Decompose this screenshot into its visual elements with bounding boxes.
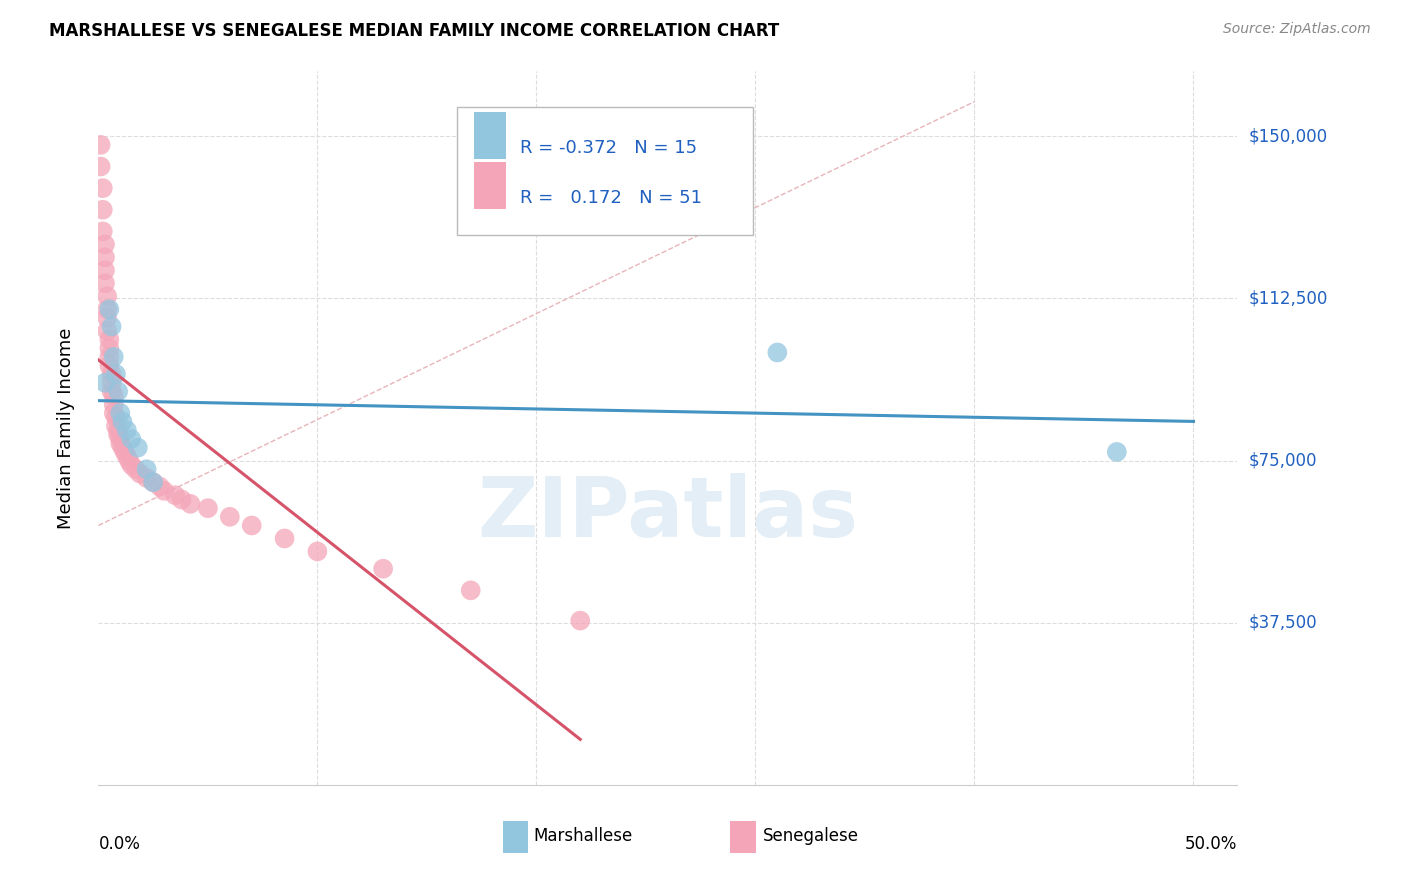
Point — [90, 137, 112, 152]
Y-axis label: Median Family Income: Median Family Income — [56, 327, 75, 529]
Point — [98, 302, 121, 317]
FancyBboxPatch shape — [474, 162, 506, 209]
Point — [107, 423, 129, 437]
Point — [114, 445, 136, 459]
Text: R =   0.172   N = 51: R = 0.172 N = 51 — [520, 189, 702, 207]
Point — [98, 350, 121, 364]
Point — [124, 462, 146, 476]
Point — [120, 458, 142, 472]
Point — [149, 479, 172, 493]
Point — [104, 367, 127, 381]
Point — [240, 518, 263, 533]
FancyBboxPatch shape — [457, 107, 754, 235]
Point — [129, 467, 152, 481]
Text: 0.0%: 0.0% — [98, 835, 141, 853]
Point — [110, 432, 132, 446]
Point — [91, 224, 114, 238]
Point — [111, 441, 134, 455]
Text: 50.0%: 50.0% — [1185, 835, 1237, 853]
Text: $150,000: $150,000 — [1249, 128, 1327, 145]
Text: Marshallese: Marshallese — [533, 828, 633, 846]
Point — [91, 202, 114, 217]
Point — [110, 436, 132, 450]
Point — [94, 376, 117, 390]
Text: $75,000: $75,000 — [1249, 451, 1317, 469]
Point — [104, 419, 127, 434]
Text: $112,500: $112,500 — [1249, 289, 1327, 308]
Point — [766, 345, 789, 359]
Point — [100, 384, 122, 399]
Point — [142, 475, 165, 490]
Point — [96, 310, 118, 325]
Point — [179, 497, 201, 511]
Point — [103, 406, 125, 420]
Point — [110, 406, 132, 420]
Text: ZIPatlas: ZIPatlas — [478, 474, 858, 554]
Point — [107, 384, 129, 399]
FancyBboxPatch shape — [474, 112, 506, 159]
Point — [94, 277, 117, 291]
Point — [120, 432, 142, 446]
Point — [94, 263, 117, 277]
Point — [569, 614, 592, 628]
Point — [96, 302, 118, 317]
Point — [371, 562, 394, 576]
Point — [197, 501, 219, 516]
Text: Source: ZipAtlas.com: Source: ZipAtlas.com — [1223, 22, 1371, 37]
Point — [1105, 445, 1128, 459]
Point — [165, 488, 187, 502]
Point — [135, 471, 157, 485]
Point — [273, 532, 295, 546]
Point — [307, 544, 329, 558]
Point — [91, 181, 114, 195]
Point — [90, 160, 112, 174]
Point — [127, 441, 149, 455]
Point — [142, 475, 165, 490]
Point — [115, 450, 138, 464]
Point — [98, 333, 121, 347]
Point — [135, 462, 157, 476]
Point — [218, 509, 240, 524]
Point — [100, 319, 122, 334]
Text: MARSHALLESE VS SENEGALESE MEDIAN FAMILY INCOME CORRELATION CHART: MARSHALLESE VS SENEGALESE MEDIAN FAMILY … — [49, 22, 779, 40]
Text: $37,500: $37,500 — [1249, 614, 1317, 632]
Point — [153, 483, 176, 498]
Point — [115, 423, 138, 437]
Point — [96, 289, 118, 303]
Point — [96, 324, 118, 338]
Point — [100, 367, 122, 381]
Point — [460, 583, 482, 598]
Point — [94, 237, 117, 252]
Text: R = -0.372   N = 15: R = -0.372 N = 15 — [520, 139, 697, 157]
FancyBboxPatch shape — [503, 821, 527, 853]
Point — [107, 427, 129, 442]
FancyBboxPatch shape — [731, 821, 755, 853]
Point — [104, 410, 127, 425]
Point — [118, 453, 141, 467]
Point — [111, 415, 134, 429]
Point — [100, 376, 122, 390]
Point — [98, 359, 121, 373]
Text: Senegalese: Senegalese — [762, 828, 859, 846]
Point — [94, 250, 117, 264]
Point — [103, 397, 125, 411]
Point — [103, 389, 125, 403]
Point — [170, 492, 193, 507]
Point — [103, 350, 125, 364]
Point — [98, 341, 121, 355]
